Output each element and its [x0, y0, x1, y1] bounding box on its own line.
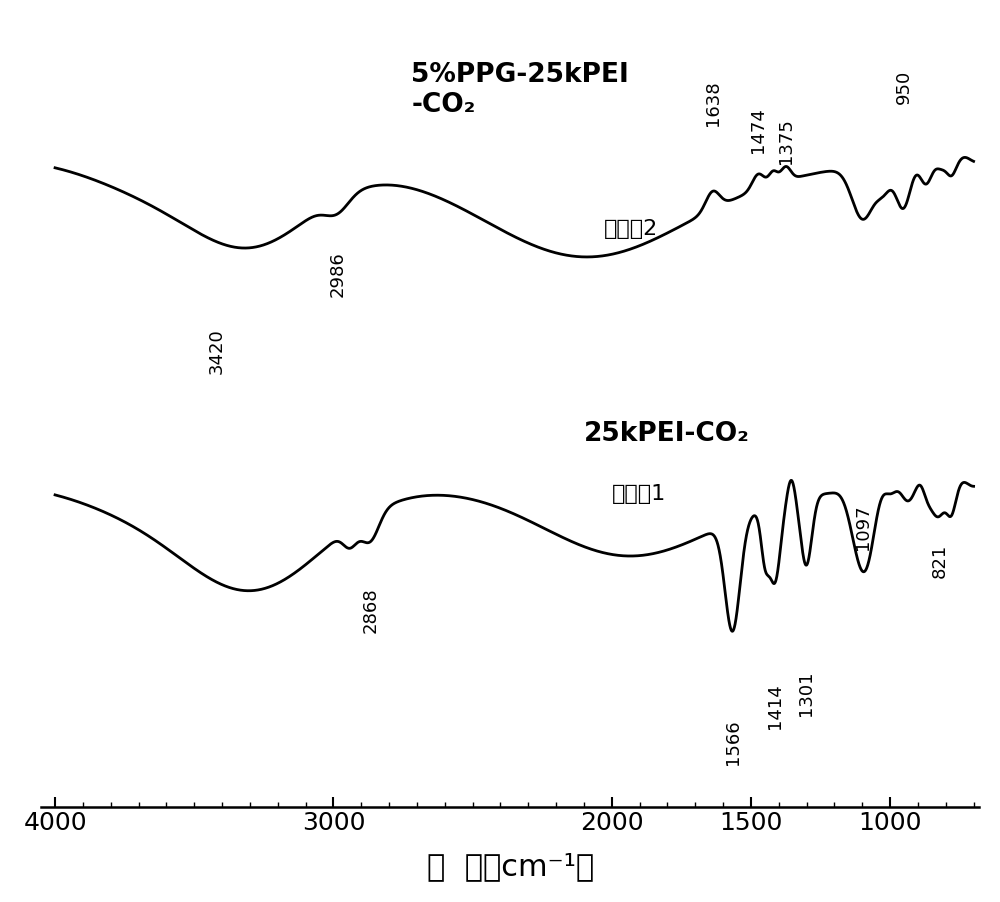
Text: 1414: 1414: [766, 684, 784, 730]
Text: 1301: 1301: [797, 670, 815, 715]
Text: 1375: 1375: [777, 118, 795, 164]
Text: 实施例1: 实施例1: [612, 484, 666, 504]
Text: 821: 821: [931, 544, 949, 578]
Text: 1566: 1566: [724, 720, 742, 765]
Text: 2986: 2986: [328, 251, 346, 297]
Text: 1474: 1474: [749, 107, 767, 153]
Text: 实施例2: 实施例2: [603, 219, 658, 239]
X-axis label: 波  数（cm⁻¹）: 波 数（cm⁻¹）: [427, 852, 594, 881]
Text: 2868: 2868: [361, 587, 379, 633]
Text: 25kPEI-CO₂: 25kPEI-CO₂: [584, 420, 750, 446]
Text: 1097: 1097: [854, 504, 872, 550]
Text: 1638: 1638: [704, 80, 722, 125]
Text: 5%PPG-25kPEI
-CO₂: 5%PPG-25kPEI -CO₂: [411, 62, 629, 118]
Text: 3420: 3420: [208, 328, 226, 373]
Text: 950: 950: [895, 69, 913, 104]
